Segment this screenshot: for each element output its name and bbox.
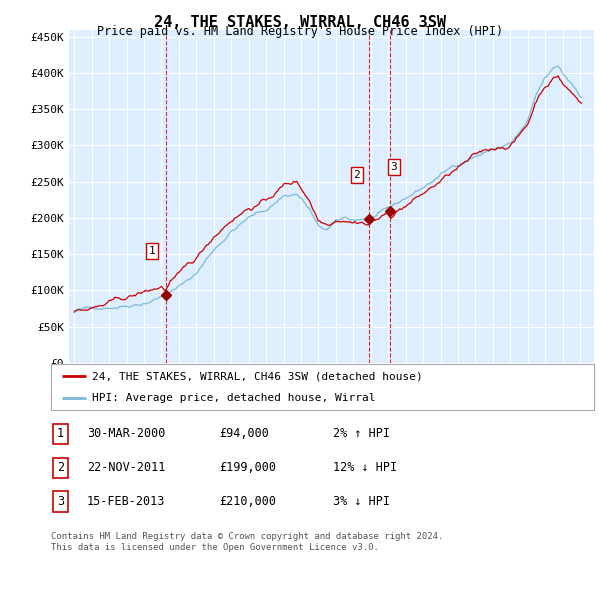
Text: Price paid vs. HM Land Registry's House Price Index (HPI): Price paid vs. HM Land Registry's House …: [97, 25, 503, 38]
Text: 3: 3: [57, 495, 64, 508]
Text: £94,000: £94,000: [219, 427, 269, 440]
Text: 24, THE STAKES, WIRRAL, CH46 3SW (detached house): 24, THE STAKES, WIRRAL, CH46 3SW (detach…: [92, 372, 422, 382]
Text: 2: 2: [57, 461, 64, 474]
Text: 1: 1: [148, 246, 155, 256]
Text: 12% ↓ HPI: 12% ↓ HPI: [333, 461, 397, 474]
Text: 24, THE STAKES, WIRRAL, CH46 3SW: 24, THE STAKES, WIRRAL, CH46 3SW: [154, 15, 446, 30]
Text: 3: 3: [391, 162, 397, 172]
Text: £210,000: £210,000: [219, 495, 276, 508]
Text: £199,000: £199,000: [219, 461, 276, 474]
Text: 2: 2: [353, 170, 360, 180]
Text: 1: 1: [57, 427, 64, 440]
Text: 22-NOV-2011: 22-NOV-2011: [87, 461, 166, 474]
Text: Contains HM Land Registry data © Crown copyright and database right 2024.
This d: Contains HM Land Registry data © Crown c…: [51, 532, 443, 552]
Text: 3% ↓ HPI: 3% ↓ HPI: [333, 495, 390, 508]
Text: 15-FEB-2013: 15-FEB-2013: [87, 495, 166, 508]
Text: HPI: Average price, detached house, Wirral: HPI: Average price, detached house, Wirr…: [92, 392, 375, 402]
Text: 30-MAR-2000: 30-MAR-2000: [87, 427, 166, 440]
Text: 2% ↑ HPI: 2% ↑ HPI: [333, 427, 390, 440]
